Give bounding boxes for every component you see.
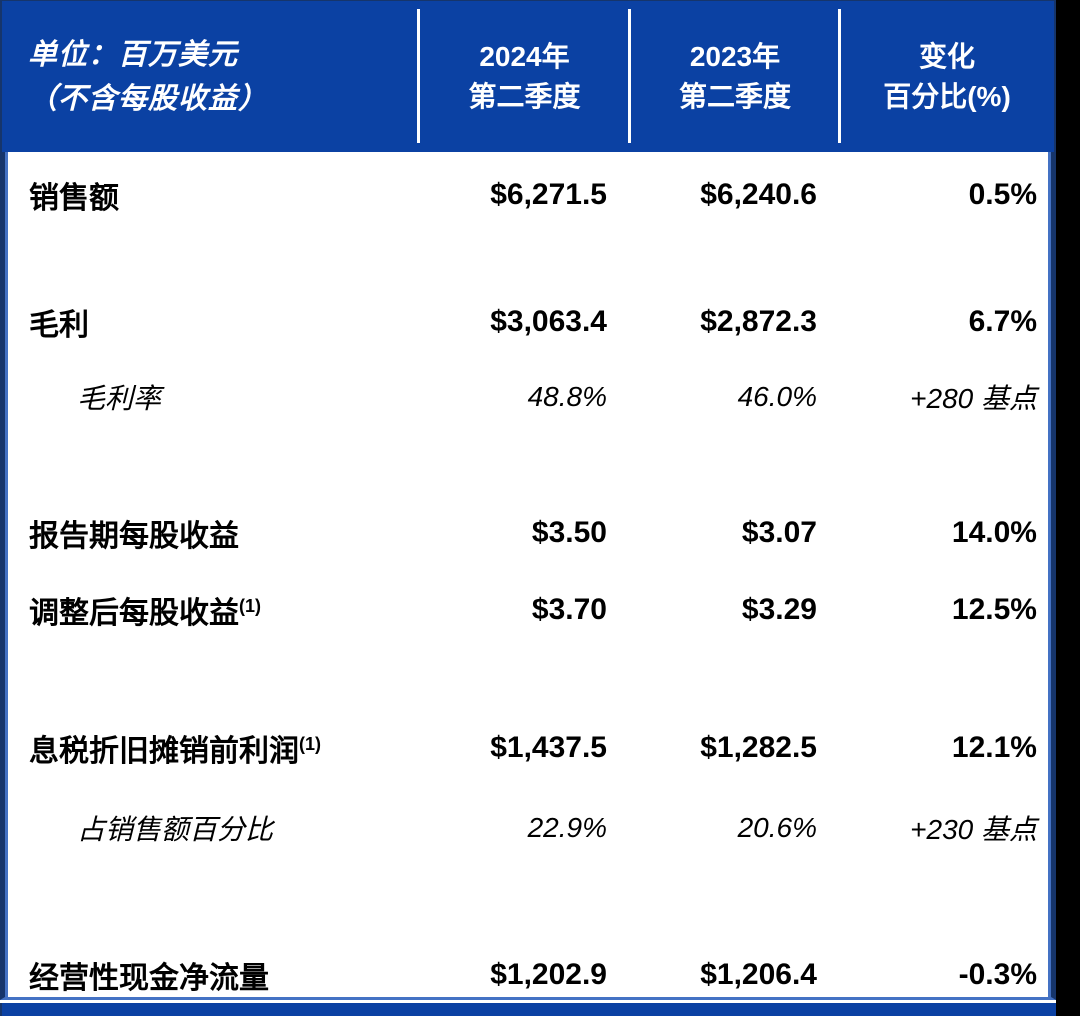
table-body: 销售额 $6,271.5 $6,240.6 0.5% 毛利 $3,063.4 $…	[0, 152, 1056, 1000]
table-header: 单位：百万美元 （不含每股收益） 2024年 第二季度 2023年 第二季度 变…	[0, 0, 1058, 155]
value-change: 6.7%	[968, 305, 1037, 338]
table-row-adjusted-eps: 调整后每股收益(1) $3.70 $3.29 12.5%	[5, 588, 1051, 632]
header-divider-2	[628, 9, 631, 143]
value-change: 12.1%	[951, 731, 1037, 764]
value-change: -0.3%	[958, 958, 1037, 991]
value-2024: 48.8%	[527, 381, 607, 412]
value-change: +280 基点	[910, 383, 1037, 414]
value-2024: $3,063.4	[490, 305, 607, 338]
table-row-gross-margin: 毛利率 48.8% 46.0% +280 基点	[5, 375, 1051, 419]
value-2024: 22.9%	[527, 812, 607, 843]
header-2024-line1: 2024年	[479, 40, 570, 72]
value-2023: $1,206.4	[700, 958, 817, 991]
value-2023: $6,240.6	[700, 178, 817, 211]
row-label: 报告期每股收益	[29, 520, 239, 553]
unit-label-line2: （不含每股收益）	[28, 82, 269, 115]
right-black-margin	[1056, 0, 1080, 1016]
header-col-2024-q2: 2024年 第二季度	[419, 1, 630, 152]
header-unit-cell: 单位：百万美元 （不含每股收益）	[2, 1, 419, 152]
table-row-pct-of-sales: 占销售额百分比 22.9% 20.6% +230 基点	[5, 806, 1051, 850]
footnote-marker: (1)	[299, 734, 321, 754]
row-label: 销售额	[29, 182, 119, 215]
unit-label-line1: 单位：百万美元	[28, 38, 239, 71]
value-2023: 20.6%	[737, 812, 817, 843]
header-col-2023-q2: 2023年 第二季度	[630, 1, 840, 152]
header-divider-1	[417, 9, 420, 143]
header-col-change-pct: 变化 百分比(%)	[840, 1, 1054, 152]
value-2024: $1,437.5	[490, 731, 607, 764]
value-2023: 46.0%	[737, 381, 817, 412]
row-label: 息税折旧摊销前利润(1)	[29, 734, 321, 768]
table-row-operating-cash-flow: 经营性现金净流量 $1,202.9 $1,206.4 -0.3%	[5, 953, 1051, 997]
value-2023: $3.07	[741, 516, 817, 549]
value-2024: $3.70	[531, 593, 607, 626]
value-change: 0.5%	[968, 178, 1037, 211]
row-label: 毛利率	[77, 383, 162, 414]
header-2024-line2: 第二季度	[468, 80, 581, 112]
header-divider-3	[838, 9, 841, 143]
row-label: 调整后每股收益(1)	[29, 596, 261, 630]
value-2023: $3.29	[741, 593, 817, 626]
header-2023-line2: 第二季度	[678, 80, 791, 112]
value-change: 12.5%	[951, 593, 1037, 626]
header-2023-line1: 2023年	[689, 40, 781, 72]
table-row-sales: 销售额 $6,271.5 $6,240.6 0.5%	[5, 173, 1051, 217]
value-2024: $6,271.5	[490, 178, 607, 211]
bottom-blue-bar	[0, 1003, 1056, 1016]
table-row-ebitda: 息税折旧摊销前利润(1) $1,437.5 $1,282.5 12.1%	[5, 726, 1051, 770]
value-change: 14.0%	[951, 516, 1037, 549]
header-change-line1: 变化	[918, 40, 975, 72]
value-2024: $1,202.9	[490, 958, 607, 991]
table-row-gross-profit: 毛利 $3,063.4 $2,872.3 6.7%	[5, 300, 1051, 344]
footnote-marker: (1)	[239, 596, 261, 616]
value-change: +230 基点	[910, 814, 1037, 845]
row-label: 占销售额百分比	[77, 814, 274, 845]
value-2023: $2,872.3	[700, 305, 817, 338]
value-2024: $3.50	[531, 516, 607, 549]
financial-results-table: 单位：百万美元 （不含每股收益） 2024年 第二季度 2023年 第二季度 变…	[0, 0, 1058, 1016]
value-2023: $1,282.5	[700, 731, 817, 764]
row-label: 经营性现金净流量	[29, 962, 269, 995]
header-change-line2: 百分比(%)	[883, 80, 1011, 112]
row-label: 毛利	[29, 309, 89, 342]
table-row-reported-eps: 报告期每股收益 $3.50 $3.07 14.0%	[5, 511, 1051, 555]
